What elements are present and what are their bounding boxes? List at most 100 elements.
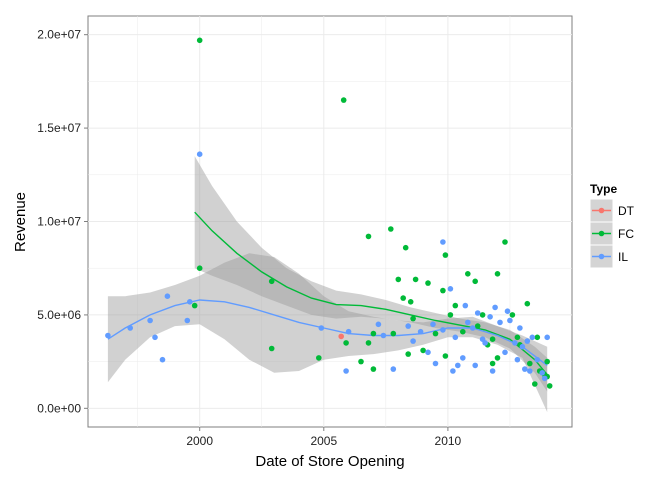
legend-key-point [598, 207, 605, 214]
data-point-fc [465, 271, 471, 277]
data-points [105, 37, 553, 389]
data-point-il [375, 321, 382, 328]
data-point-fc [370, 330, 377, 337]
data-point-fc [340, 97, 347, 103]
data-point-fc [527, 360, 533, 367]
data-point-fc [365, 340, 372, 346]
data-point-fc [343, 340, 349, 346]
data-point-il [105, 332, 111, 339]
legend-key-point [598, 253, 605, 260]
data-point-il [519, 343, 526, 350]
data-point-fc [425, 280, 431, 286]
data-point-fc [534, 334, 541, 341]
data-point-il [469, 325, 476, 331]
data-point-fc [410, 315, 416, 322]
data-point-dt [338, 333, 345, 340]
data-point-fc [509, 312, 516, 318]
data-point-il [474, 310, 481, 316]
legend-item-il: IL [589, 244, 628, 269]
data-point-il [452, 334, 459, 341]
data-point-il [447, 286, 454, 292]
data-point-il [127, 325, 133, 331]
data-point-fc [400, 295, 407, 301]
legend-label: IL [618, 250, 628, 264]
data-point-fc [196, 265, 203, 272]
legend-label: DT [618, 204, 635, 218]
legend-items: DT FC IL [589, 198, 635, 269]
data-point-fc [390, 330, 397, 337]
data-point-il [184, 317, 191, 324]
confidence-band-il [107, 253, 548, 413]
data-point-il [497, 319, 503, 326]
data-point-il [492, 304, 498, 311]
data-point-fc [407, 299, 414, 305]
data-point-il [512, 340, 518, 346]
data-point-il [152, 334, 158, 341]
data-point-il [440, 239, 446, 245]
x-axis-title: Date of Store Opening [255, 453, 404, 470]
data-point-il [539, 370, 545, 376]
data-point-fc [544, 358, 550, 365]
data-point-il [345, 328, 352, 335]
data-point-il [482, 340, 488, 346]
data-point-il [522, 366, 528, 372]
data-point-il [465, 319, 471, 326]
data-point-fc [442, 353, 449, 359]
data-point-il [502, 349, 508, 356]
data-point-fc [472, 278, 479, 285]
trend-line-fc [194, 211, 548, 376]
data-point-il [196, 151, 203, 157]
x-axis-ticks: 2000 2005 2010 [186, 427, 462, 448]
data-point-il [405, 323, 412, 329]
data-point-il [455, 362, 461, 369]
data-point-fc [440, 287, 446, 294]
data-point-fc [316, 355, 322, 361]
data-point-il [390, 366, 397, 372]
data-point-il [187, 299, 193, 305]
data-point-fc [494, 271, 501, 277]
data-point-fc [191, 302, 198, 309]
data-point-il [514, 356, 521, 363]
data-point-fc [268, 278, 275, 285]
data-point-il [440, 327, 446, 333]
grid [88, 16, 572, 427]
data-point-fc [370, 366, 377, 372]
data-point-fc [420, 347, 426, 354]
y-tick-label: 1.5e+07 [37, 121, 81, 135]
data-point-il [489, 368, 496, 374]
legend-item-fc: FC [589, 221, 634, 246]
legend-title: Type [590, 182, 617, 196]
data-point-fc [452, 302, 459, 309]
data-point-fc [268, 345, 275, 352]
data-point-fc [402, 244, 409, 251]
data-point-il [450, 368, 456, 374]
data-point-fc [196, 37, 203, 44]
y-axis-ticks: 0.0e+00 5.0e+06 1.0e+07 1.5e+07 2.0e+07 [37, 28, 88, 415]
legend: Type DT FC IL [589, 182, 635, 269]
data-point-il [517, 325, 523, 331]
data-point-fc [365, 233, 372, 240]
data-point-fc [447, 312, 454, 318]
data-point-fc [432, 330, 439, 337]
data-point-il [504, 308, 511, 315]
data-point-fc [489, 336, 496, 343]
y-axis-title: Revenue [12, 192, 29, 252]
x-tick-label: 2000 [186, 434, 213, 448]
data-point-fc [514, 334, 521, 341]
data-point-il [487, 314, 493, 320]
y-tick-label: 0.0e+00 [37, 401, 81, 415]
data-point-fc [502, 239, 508, 245]
data-point-il [507, 317, 513, 324]
data-point-il [460, 355, 466, 361]
data-point-fc [412, 276, 419, 283]
data-point-il [534, 356, 541, 363]
legend-key-point [598, 230, 605, 237]
data-point-il [430, 321, 436, 328]
data-point-fc [532, 381, 538, 387]
data-point-il [462, 302, 469, 309]
data-point-il [343, 368, 349, 374]
data-point-fc [460, 328, 466, 335]
data-point-fc [489, 360, 496, 367]
data-point-fc [405, 351, 412, 357]
